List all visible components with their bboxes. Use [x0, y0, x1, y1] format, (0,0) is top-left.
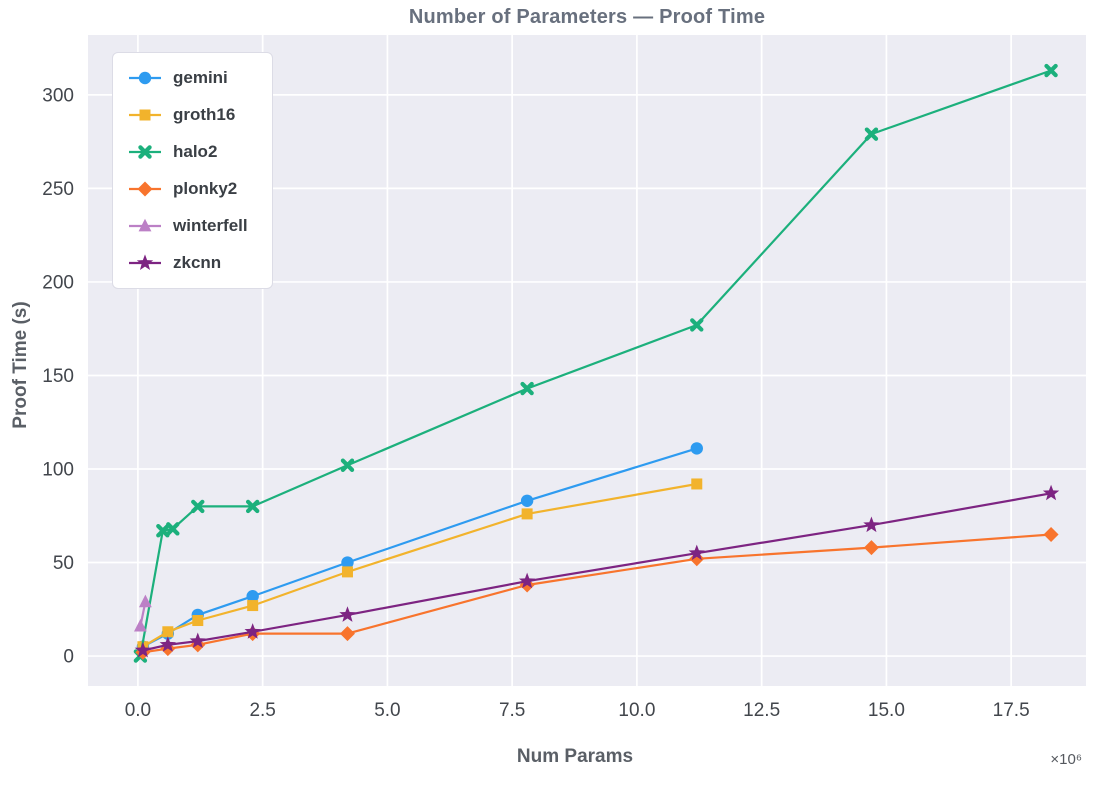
- y-tick-label: 150: [42, 366, 74, 387]
- legend-label: zkcnn: [173, 253, 222, 272]
- legend-label: winterfell: [173, 216, 248, 235]
- series-point-zkcnn: [189, 632, 206, 649]
- series-point-zkcnn: [134, 641, 152, 658]
- series-point-groth16: [521, 508, 533, 520]
- legend-item-winterfell: winterfell: [127, 214, 248, 238]
- legend-item-halo2: halo2: [127, 140, 248, 164]
- series-point-zkcnn: [1042, 484, 1060, 501]
- series-point-zkcnn: [863, 516, 880, 533]
- series-point-zkcnn: [244, 623, 261, 639]
- series-point-groth16: [162, 626, 174, 638]
- series-point-halo2: [166, 522, 180, 536]
- series-point-halo2: [191, 499, 205, 514]
- series-point-halo2: [340, 458, 355, 472]
- y-tick-label: 300: [42, 85, 74, 106]
- x-tick-label: 17.5: [993, 700, 1030, 721]
- series-point-plonky2: [1043, 526, 1059, 542]
- y-tick-label: 200: [42, 272, 74, 293]
- y-tick-label: 100: [42, 460, 74, 481]
- series-point-halo2: [520, 381, 534, 396]
- x-tick-label: 5.0: [374, 700, 400, 721]
- series-point-halo2: [864, 127, 879, 141]
- legend-label: halo2: [173, 142, 218, 161]
- series-point-winterfell: [133, 618, 147, 632]
- series-point-winterfell: [138, 594, 152, 608]
- legend-label: gemini: [173, 68, 228, 87]
- series-point-groth16: [247, 600, 259, 612]
- series-point-halo2: [245, 499, 260, 514]
- legend-circle-icon: [129, 71, 161, 85]
- x-tick-label: 2.5: [249, 700, 275, 721]
- legend-star-icon: [129, 254, 161, 270]
- series-point-zkcnn: [159, 636, 177, 652]
- series-point-zkcnn: [688, 544, 705, 561]
- x-tick-label: 0.0: [125, 700, 151, 721]
- x-axis-label: Num Params: [517, 746, 633, 767]
- x-tick-label: 7.5: [499, 700, 525, 721]
- x-tick-label: 12.5: [743, 700, 780, 721]
- series-point-halo2: [690, 318, 704, 332]
- legend-x-icon: [129, 145, 161, 159]
- series-point-gemini: [246, 590, 259, 603]
- series-point-gemini: [520, 494, 534, 508]
- chart-title: Number of Parameters — Proof Time: [408, 6, 766, 28]
- series-point-plonky2: [863, 540, 879, 556]
- legend-label: groth16: [173, 105, 236, 124]
- legend-item-zkcnn: zkcnn: [127, 251, 248, 275]
- legend: gemini groth16 halo2 plonky2 winterfell zkcnn: [112, 52, 273, 289]
- x-tick-label: 10.0: [618, 700, 655, 721]
- y-tick-label: 50: [53, 553, 74, 574]
- series-point-gemini: [690, 442, 703, 455]
- series-point-plonky2: [689, 551, 705, 567]
- x-axis-offset-label: ×10⁶: [1050, 751, 1082, 768]
- series-point-gemini: [341, 556, 354, 569]
- series-point-groth16: [691, 478, 703, 490]
- legend-item-groth16: groth16: [127, 103, 248, 127]
- legend-triangle-up-icon: [129, 218, 161, 232]
- series-point-halo2: [156, 524, 170, 538]
- legend-item-gemini: gemini: [127, 66, 248, 90]
- legend-diamond-icon: [129, 181, 161, 197]
- legend-item-plonky2: plonky2: [127, 177, 248, 201]
- series-point-groth16: [192, 615, 204, 627]
- y-tick-label: 0: [63, 647, 74, 668]
- series-point-zkcnn: [339, 606, 356, 622]
- legend-label: plonky2: [173, 179, 238, 198]
- series-point-zkcnn: [518, 572, 536, 589]
- legend-square-icon: [129, 109, 161, 121]
- y-tick-label: 250: [42, 179, 74, 200]
- y-axis-label: Proof Time (s): [10, 301, 31, 428]
- x-tick-label: 15.0: [868, 700, 905, 721]
- series-point-groth16: [341, 566, 353, 578]
- series-point-plonky2: [339, 626, 355, 642]
- series-line-halo2: [139, 69, 1052, 657]
- series-point-halo2: [1044, 63, 1058, 78]
